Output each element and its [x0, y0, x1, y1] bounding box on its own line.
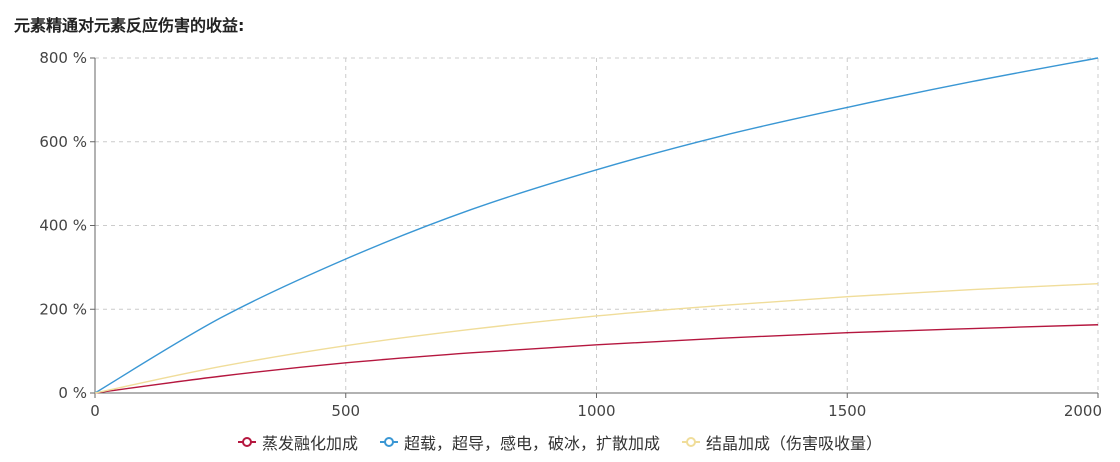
- legend-label: 蒸发融化加成: [261, 434, 358, 453]
- y-tick-label: 800 %: [39, 49, 87, 67]
- legend-label: 超载，超导，感电，破冰，扩散加成: [403, 434, 660, 453]
- x-axis-ticks: 0 500 1000 1500 2000: [90, 393, 1102, 420]
- legend-marker-icon: [237, 437, 256, 447]
- y-tick-label: 600 %: [39, 133, 87, 151]
- legend-marker-icon: [682, 437, 700, 447]
- y-tick-label: 400 %: [39, 217, 87, 235]
- x-tick-label: 2000: [1064, 402, 1102, 420]
- x-tick-label: 500: [331, 402, 360, 420]
- x-tick-label: 1500: [828, 402, 866, 420]
- legend: 蒸发融化加成 超载，超导，感电，破冰，扩散加成 结晶加成（伤害吸收量）: [0, 430, 1120, 454]
- y-tick-label: 0 %: [58, 384, 87, 402]
- series-line-0: [94, 324, 1099, 394]
- x-tick-label: 0: [90, 402, 100, 420]
- grid-lines: [95, 57, 1099, 393]
- series-line-1: [94, 57, 1099, 394]
- legend-item-0[interactable]: 蒸发融化加成: [237, 430, 358, 454]
- y-tick-label: 200 %: [39, 300, 87, 318]
- legend-item-2[interactable]: 结晶加成（伤害吸收量）: [682, 430, 882, 454]
- series-lines: [94, 57, 1099, 394]
- legend-label: 结晶加成（伤害吸收量）: [706, 434, 883, 453]
- x-tick-label: 1000: [577, 402, 615, 420]
- page-title: 元素精通对元素反应伤害的收益:: [14, 16, 245, 35]
- y-axis-ticks: 0 % 200 % 400 % 600 % 800 %: [39, 49, 95, 402]
- legend-marker-icon: [379, 437, 398, 447]
- series-line-2: [94, 283, 1099, 394]
- legend-item-1[interactable]: 超载，超导，感电，破冰，扩散加成: [379, 430, 660, 454]
